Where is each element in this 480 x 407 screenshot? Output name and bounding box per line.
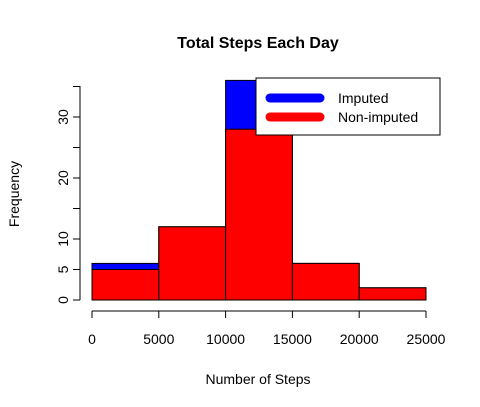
legend: Imputed Non-imputed [255, 77, 441, 136]
chart-title: Total Steps Each Day [177, 35, 339, 52]
bar-non-imputed-0 [91, 269, 160, 301]
x-axis-label: Number of Steps [205, 371, 310, 387]
y-tick-label: 20 [55, 170, 71, 186]
x-tick-label: 5000 [143, 331, 174, 347]
bar-non-imputed-3 [291, 262, 360, 301]
x-tick-label: 0 [88, 331, 96, 347]
y-tick-label: 30 [55, 109, 71, 125]
y-axis-label: Frequency [6, 161, 22, 227]
x-tick-label: 15000 [273, 331, 312, 347]
bar-non-imputed-4 [358, 287, 427, 301]
axes-layer: 0 5000 10000 15000 20000 25000 0 5 10 20 30 [55, 86, 446, 347]
bar-non-imputed-1 [158, 226, 227, 301]
bar-non-imputed-2 [225, 128, 293, 301]
legend-label-imputed: Imputed [338, 90, 389, 106]
x-tick-label: 20000 [340, 331, 379, 347]
x-tick-label: 10000 [206, 331, 245, 347]
y-tick-label: 5 [55, 265, 71, 273]
legend-label-non-imputed: Non-imputed [338, 109, 418, 125]
y-tick-label: 10 [55, 231, 71, 247]
legend-box [255, 77, 441, 136]
y-tick-label: 0 [55, 296, 71, 304]
x-tick-label: 25000 [407, 331, 446, 347]
